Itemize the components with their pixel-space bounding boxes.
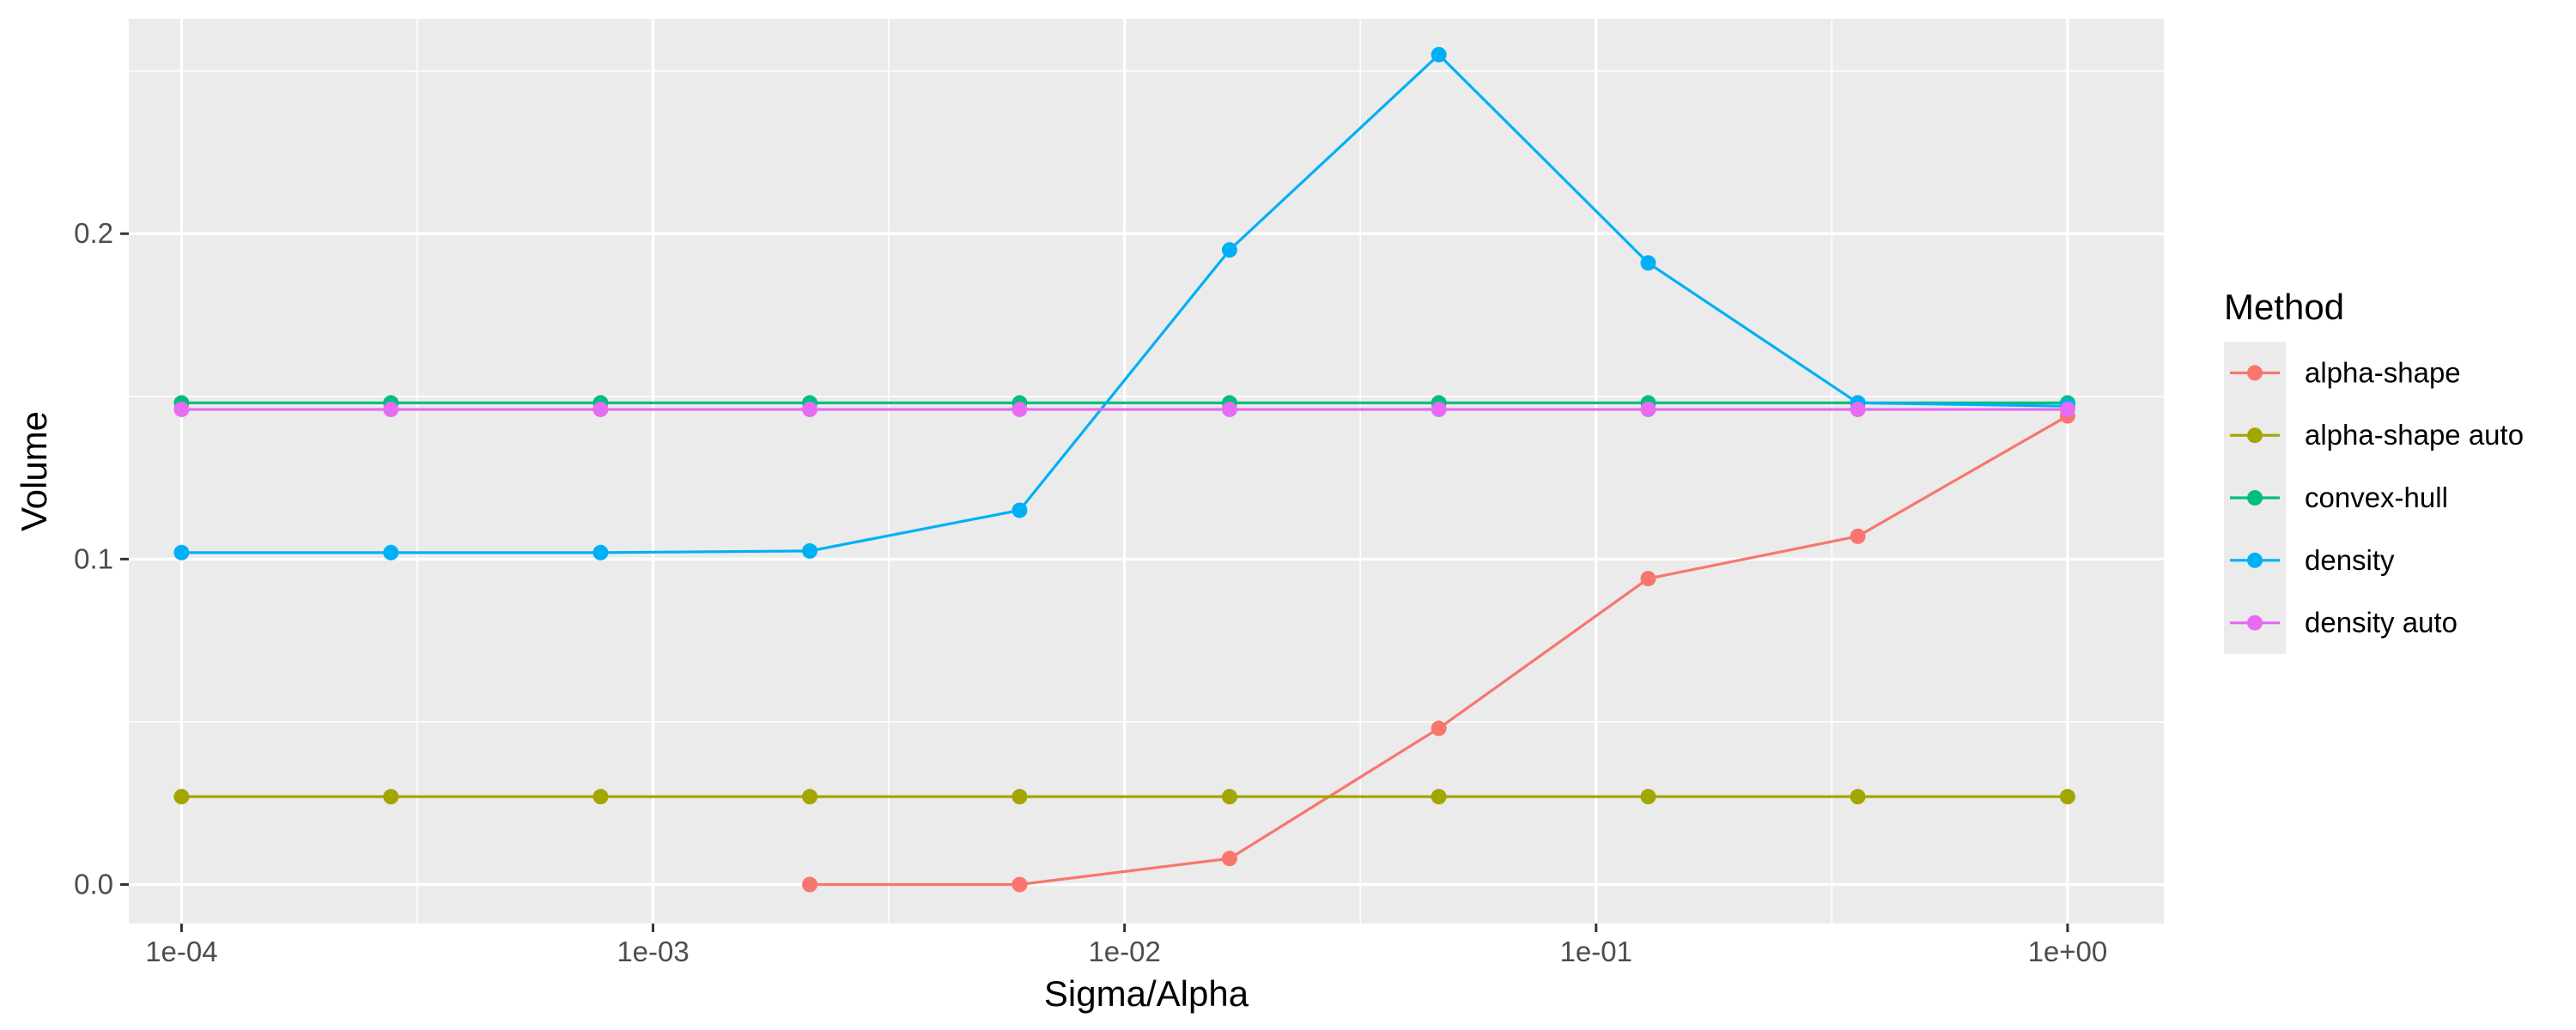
legend-items: alpha-shape alpha-shape auto convex-hull de… <box>2230 356 2524 639</box>
data-point-density <box>592 544 609 560</box>
x-axis-title: Sigma/Alpha <box>1044 973 1249 1014</box>
legend-item-density-auto: density auto <box>2230 607 2458 639</box>
legend-item-convex-hull: convex-hull <box>2230 482 2448 513</box>
series-layer <box>173 46 2075 893</box>
legend-key-point <box>2247 490 2263 506</box>
data-point-alpha-shape-auto <box>802 789 818 805</box>
y-axis: 0.0 0.1 0.2 <box>74 217 129 900</box>
data-point-density <box>1431 46 1447 63</box>
data-point-density-auto <box>592 401 609 417</box>
data-point-alpha-shape <box>802 876 818 893</box>
legend-title: Method <box>2224 287 2344 327</box>
data-point-density <box>173 544 190 560</box>
x-tick-label: 1e-04 <box>145 936 217 967</box>
data-point-alpha-shape-auto <box>2059 789 2075 805</box>
series-alpha-shape-auto <box>173 789 2075 805</box>
plot-panel <box>129 19 2164 924</box>
y-tick-label: 0.1 <box>74 542 113 574</box>
grid-major <box>129 19 2164 924</box>
data-point-alpha-shape-auto <box>173 789 190 805</box>
data-point-density-auto <box>802 401 818 417</box>
legend-item-density: density <box>2230 544 2395 576</box>
data-point-density-auto <box>1850 401 1866 417</box>
x-axis: 1e-04 1e-03 1e-02 1e-01 1e+00 <box>145 924 2107 967</box>
series-density <box>173 46 2075 560</box>
x-tick-label: 1e-02 <box>1088 936 1160 967</box>
y-tick-label: 0.2 <box>74 217 113 249</box>
data-point-alpha-shape-auto <box>1221 789 1237 805</box>
legend-label: density auto <box>2305 607 2458 639</box>
data-point-alpha-shape-auto <box>592 789 609 805</box>
data-point-density <box>802 542 818 559</box>
data-point-density <box>1221 242 1237 258</box>
data-point-density-auto <box>1221 401 1237 417</box>
data-point-alpha-shape <box>1012 876 1028 893</box>
data-point-alpha-shape <box>1640 571 1656 587</box>
legend-key-point <box>2247 365 2263 381</box>
data-point-density-auto <box>1640 401 1656 417</box>
data-point-density <box>1012 502 1028 518</box>
data-point-density-auto <box>1012 401 1028 417</box>
legend-key-point <box>2247 427 2263 444</box>
data-point-alpha-shape-auto <box>1012 789 1028 805</box>
x-tick-label: 1e-01 <box>1560 936 1632 967</box>
legend-label: alpha-shape auto <box>2305 419 2524 451</box>
data-point-alpha-shape <box>1431 720 1447 736</box>
legend-label: alpha-shape <box>2305 356 2461 388</box>
series-line-density <box>181 52 2068 554</box>
grid-minor <box>129 19 2164 924</box>
data-point-density-auto <box>173 401 190 417</box>
x-tick-label: 1e+00 <box>2028 936 2108 967</box>
data-point-density-auto <box>1431 401 1447 417</box>
series-density-auto <box>173 401 2075 417</box>
legend: Method alpha-shape alpha-shape auto convex… <box>2224 287 2524 654</box>
legend-label: convex-hull <box>2305 482 2448 513</box>
legend-label: density <box>2305 544 2395 576</box>
data-point-density-auto <box>383 401 399 417</box>
data-point-density <box>383 544 399 560</box>
legend-key-point <box>2247 615 2263 631</box>
data-point-alpha-shape-auto <box>383 789 399 805</box>
data-point-alpha-shape <box>1850 528 1866 544</box>
x-tick-label: 1e-03 <box>617 936 689 967</box>
data-point-density-auto <box>2059 401 2075 417</box>
y-axis-title: Volume <box>14 411 54 531</box>
legend-item-alpha-shape-auto: alpha-shape auto <box>2230 419 2524 451</box>
data-point-alpha-shape <box>1221 851 1237 867</box>
legend-key-point <box>2247 552 2263 568</box>
data-point-alpha-shape-auto <box>1640 789 1656 805</box>
data-point-alpha-shape-auto <box>1431 789 1447 805</box>
y-tick-label: 0.0 <box>74 869 113 900</box>
data-point-alpha-shape-auto <box>1850 789 1866 805</box>
legend-item-alpha-shape: alpha-shape <box>2230 356 2461 388</box>
data-point-density <box>1640 255 1656 271</box>
